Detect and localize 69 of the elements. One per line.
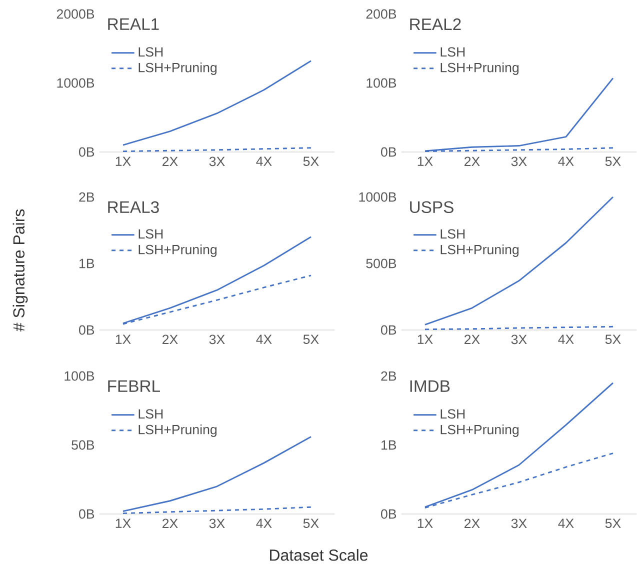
x-tick-label: 5X bbox=[303, 334, 319, 344]
legend-label: LSH+Pruning bbox=[138, 244, 217, 257]
x-tick-label: 1X bbox=[418, 334, 433, 344]
y-tick-label: 100B bbox=[64, 371, 94, 381]
legend-label: LSH+Pruning bbox=[440, 424, 519, 437]
x-tick-label: 4X bbox=[558, 334, 574, 344]
x-tick-label: 3X bbox=[511, 334, 527, 344]
x-tick-label: 4X bbox=[256, 334, 272, 344]
chart-title: USPS bbox=[410, 201, 454, 214]
chart-title: REAL2 bbox=[410, 18, 461, 30]
x-tick-label: 5X bbox=[303, 156, 319, 166]
y-tick-label: 0B bbox=[380, 509, 396, 519]
legend-label: LSH+Pruning bbox=[440, 62, 519, 75]
x-tick-label: 1X bbox=[116, 334, 131, 344]
x-tick-label: 5X bbox=[605, 334, 621, 344]
x-tick-label: 3X bbox=[209, 518, 225, 528]
x-tick-label: 3X bbox=[209, 334, 225, 344]
chart-title: IMDB bbox=[410, 380, 450, 392]
x-tick-label: 1X bbox=[116, 518, 131, 528]
y-tick-label: 0B bbox=[79, 325, 94, 335]
x-tick-label: 3X bbox=[511, 156, 527, 166]
y-tick-label: 200B bbox=[366, 9, 396, 19]
y-tick-label: 1B bbox=[382, 440, 396, 450]
x-tick-label: 4X bbox=[558, 518, 574, 528]
y-tick-label: 2000B bbox=[56, 9, 94, 19]
legend-label: LSH bbox=[440, 47, 465, 57]
chart-title: REAL3 bbox=[108, 201, 159, 214]
x-tick-label: 3X bbox=[209, 156, 225, 166]
x-tick-label: 1X bbox=[418, 156, 433, 166]
y-tick-label: 50B bbox=[72, 440, 94, 450]
y-tick-label: 0B bbox=[79, 147, 94, 157]
x-tick-label: 4X bbox=[256, 156, 272, 166]
x-axis-title: Dataset Scale bbox=[270, 549, 368, 561]
x-tick-label: 5X bbox=[605, 156, 621, 166]
y-axis-title: # Signature Pairs bbox=[12, 209, 28, 332]
legend-label: LSH+Pruning bbox=[138, 424, 217, 437]
x-tick-label: 4X bbox=[558, 156, 574, 166]
x-tick-label: 2X bbox=[162, 334, 178, 344]
x-tick-label: 2X bbox=[162, 156, 178, 166]
y-tick-label: 1B bbox=[80, 258, 94, 268]
x-tick-label: 4X bbox=[256, 518, 272, 528]
x-tick-label: 5X bbox=[303, 518, 319, 528]
y-tick-label: 2B bbox=[79, 192, 94, 202]
y-tick-label: 1000B bbox=[359, 192, 396, 202]
x-tick-label: 1X bbox=[116, 156, 131, 166]
x-tick-label: 2X bbox=[162, 518, 178, 528]
x-tick-label: 1X bbox=[418, 518, 433, 528]
y-tick-label: 1000B bbox=[57, 78, 94, 88]
legend-label: LSH bbox=[440, 409, 465, 419]
y-tick-label: 500B bbox=[366, 258, 396, 268]
legend-label: LSH bbox=[138, 409, 163, 419]
y-tick-label: 100B bbox=[366, 78, 396, 88]
legend-label: LSH bbox=[440, 229, 465, 239]
y-tick-label: 0B bbox=[380, 147, 396, 157]
chart-title: FEBRL bbox=[108, 380, 160, 392]
legend-label: LSH+Pruning bbox=[138, 62, 217, 75]
x-tick-label: 5X bbox=[605, 518, 621, 528]
x-tick-label: 2X bbox=[464, 156, 480, 166]
y-tick-label: 0B bbox=[79, 509, 94, 519]
chart-title: REAL1 bbox=[108, 18, 159, 30]
legend-label: LSH bbox=[138, 47, 163, 57]
x-tick-label: 3X bbox=[511, 518, 527, 528]
line-series bbox=[122, 60, 312, 146]
legend-label: LSH bbox=[138, 229, 163, 239]
legend-label: LSH+Pruning bbox=[440, 244, 519, 257]
y-tick-label: 2B bbox=[381, 371, 396, 381]
y-tick-label: 0B bbox=[380, 325, 396, 335]
x-tick-label: 2X bbox=[464, 334, 480, 344]
x-tick-label: 2X bbox=[464, 518, 480, 528]
